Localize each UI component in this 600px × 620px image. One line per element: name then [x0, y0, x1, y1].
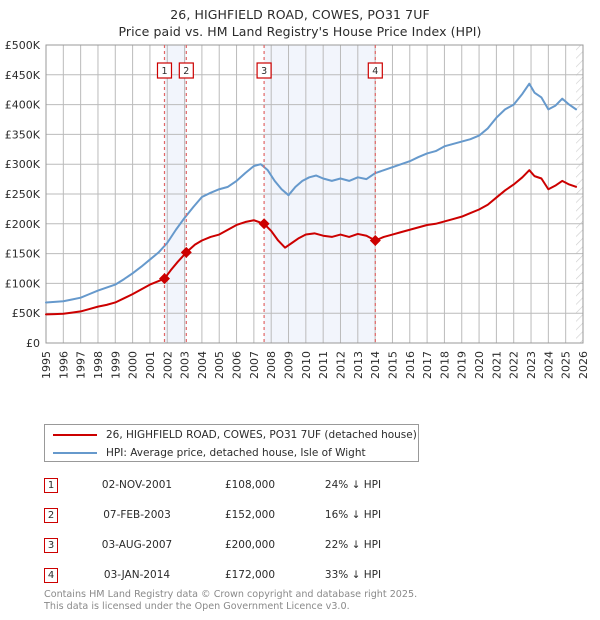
svg-text:2021: 2021 [490, 351, 503, 379]
svg-text:1997: 1997 [75, 351, 88, 379]
table-row: 2 07-FEB-2003 £152,000 16% ↓ HPI [44, 500, 464, 530]
svg-text:2023: 2023 [525, 351, 538, 379]
legend-swatch-hpi [53, 452, 97, 454]
svg-text:2018: 2018 [438, 351, 451, 379]
svg-text:£400K: £400K [5, 99, 41, 112]
svg-text:£450K: £450K [5, 69, 41, 82]
sales-history-table: 1 02-NOV-2001 £108,000 24% ↓ HPI 2 07-FE… [44, 470, 464, 590]
svg-text:2013: 2013 [352, 351, 365, 379]
svg-text:2026: 2026 [577, 351, 590, 379]
svg-text:£250K: £250K [5, 188, 41, 201]
svg-text:2014: 2014 [369, 351, 382, 379]
svg-text:2010: 2010 [300, 351, 313, 379]
legend-item-hpi: HPI: Average price, detached house, Isle… [45, 444, 418, 462]
sale-price: £108,000 [224, 479, 276, 491]
sale-index-badge: 3 [44, 537, 58, 553]
svg-text:1995: 1995 [40, 351, 53, 379]
footer-licence-line: This data is licensed under the Open Gov… [44, 600, 350, 612]
svg-text:2000: 2000 [127, 351, 140, 379]
legend-item-property: 26, HIGHFIELD ROAD, COWES, PO31 7UF (det… [45, 426, 418, 444]
table-row: 3 03-AUG-2007 £200,000 22% ↓ HPI [44, 530, 464, 560]
hpi-line-chart: £0 £50K £100K £150K £200K £250K £300K £350K £400… [5, 40, 590, 379]
svg-text:£200K: £200K [5, 218, 41, 231]
svg-text:3: 3 [261, 66, 267, 77]
svg-text:2004: 2004 [196, 351, 209, 379]
table-row: 1 02-NOV-2001 £108,000 24% ↓ HPI [44, 470, 464, 500]
sale-hpi-delta: 33% ↓ HPI [324, 569, 382, 581]
sale-index-badge: 2 [44, 507, 58, 523]
svg-text:2005: 2005 [213, 351, 226, 379]
attribution-footer: Contains HM Land Registry data © Crown c… [44, 589, 564, 612]
sale-date: 07-FEB-2003 [103, 509, 171, 521]
legend-label-property: 26, HIGHFIELD ROAD, COWES, PO31 7UF (det… [106, 429, 417, 441]
svg-text:1996: 1996 [57, 351, 70, 379]
svg-text:2007: 2007 [248, 351, 261, 379]
svg-text:2024: 2024 [542, 351, 555, 379]
page-title: 26, HIGHFIELD ROAD, COWES, PO31 7UF Pric… [0, 6, 600, 40]
svg-text:1998: 1998 [92, 351, 105, 379]
chart-title: 26, HIGHFIELD ROAD, COWES, PO31 7UF [170, 7, 430, 22]
svg-text:2025: 2025 [560, 351, 573, 379]
svg-text:2002: 2002 [161, 351, 174, 379]
svg-text:2017: 2017 [421, 351, 434, 379]
svg-text:4: 4 [372, 66, 378, 77]
svg-text:2012: 2012 [334, 351, 347, 379]
table-row: 4 03-JAN-2014 £172,000 33% ↓ HPI [44, 560, 464, 590]
svg-text:£50K: £50K [12, 307, 41, 320]
svg-text:1: 1 [161, 66, 167, 77]
svg-text:£300K: £300K [5, 158, 41, 171]
chart-plot-area: £0 £50K £100K £150K £200K £250K £300K £350K £400… [0, 40, 600, 385]
svg-text:2022: 2022 [508, 351, 521, 379]
svg-text:2015: 2015 [386, 351, 399, 379]
chart-legend: 26, HIGHFIELD ROAD, COWES, PO31 7UF (det… [44, 424, 419, 462]
sale-index-badge: 1 [44, 477, 58, 493]
sale-index-badge: 4 [44, 567, 58, 583]
sale-price: £172,000 [224, 569, 276, 581]
svg-text:£0: £0 [26, 337, 40, 350]
sale-hpi-delta: 24% ↓ HPI [324, 479, 382, 491]
svg-text:2020: 2020 [473, 351, 486, 379]
legend-swatch-property [53, 434, 97, 436]
svg-text:£100K: £100K [5, 277, 41, 290]
sale-date: 03-AUG-2007 [101, 539, 173, 551]
chart-subtitle: Price paid vs. HM Land Registry's House … [118, 24, 482, 39]
svg-text:2008: 2008 [265, 351, 278, 379]
svg-text:2019: 2019 [456, 351, 469, 379]
svg-text:£350K: £350K [5, 128, 41, 141]
svg-text:£150K: £150K [5, 248, 41, 261]
svg-text:2016: 2016 [404, 351, 417, 379]
legend-label-hpi: HPI: Average price, detached house, Isle… [106, 447, 366, 459]
svg-text:£500K: £500K [5, 40, 41, 52]
svg-text:2: 2 [183, 66, 189, 77]
sale-date: 02-NOV-2001 [101, 479, 173, 491]
sale-date: 03-JAN-2014 [103, 569, 171, 581]
svg-text:2011: 2011 [317, 351, 330, 379]
sale-hpi-delta: 22% ↓ HPI [324, 539, 382, 551]
svg-text:2006: 2006 [231, 351, 244, 379]
sale-price: £152,000 [224, 509, 276, 521]
svg-text:2001: 2001 [144, 351, 157, 379]
svg-text:2009: 2009 [283, 351, 296, 379]
svg-text:1999: 1999 [109, 351, 122, 379]
svg-text:2003: 2003 [179, 351, 192, 379]
sale-price: £200,000 [224, 539, 276, 551]
sale-hpi-delta: 16% ↓ HPI [324, 509, 382, 521]
footer-copyright-line: Contains HM Land Registry data © Crown c… [44, 589, 418, 600]
